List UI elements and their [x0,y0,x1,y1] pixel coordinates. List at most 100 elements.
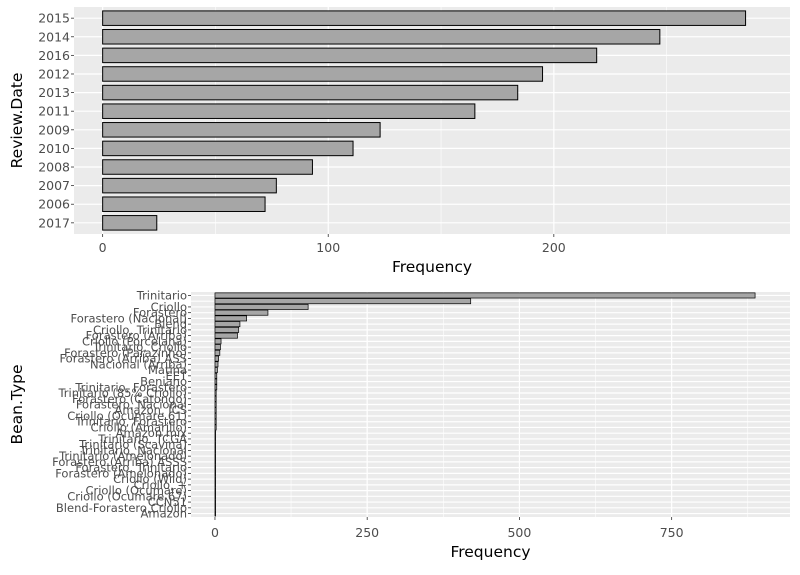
y-tick-label: Criollo (Porcelana) [82,334,187,348]
y-tick-labels: 2015 2014 2016 2012 2013 2011 2009 2010 2008 2007… [38,11,74,230]
y-tick-label: Criollo [151,300,187,314]
bar [214,436,216,442]
bar [214,447,216,454]
bar [102,196,266,212]
y-tick-label: 2015 [38,11,70,26]
y-axis-title: Bean.Type [8,364,26,444]
x-axis-title: Frequency [450,543,530,561]
bar [102,84,519,101]
x-ticks: 0 100 200 [99,234,566,255]
bar [102,159,313,175]
bar [214,378,218,385]
bars [102,10,747,231]
y-tick-label: Criollo, + [134,478,187,492]
y-tick-label: Criollo (Wild) [113,472,187,486]
bar [214,355,219,362]
x-tick-label: 0 [99,240,107,255]
bar [214,349,221,356]
y-tick-label: 2016 [38,48,70,63]
y-tick-label: Forastero [133,306,187,320]
y-tick-label: Trinitario, Forastero [74,415,187,429]
bar [214,499,216,506]
y-tick-label: Trinitario, Nacional [79,443,187,457]
bar [102,10,747,26]
y-tick-label: 2006 [38,197,70,212]
bar [214,321,241,328]
bar [214,309,269,316]
y-tick-label: 2012 [38,66,70,81]
bar [214,372,218,379]
bar [214,510,216,517]
bar [102,66,544,82]
y-tick-label: Criollo (Ocumare 67) [67,489,187,503]
bar [102,29,661,45]
y-tick-label: Forastero (Amelonado) [55,466,187,480]
bar [214,326,240,333]
bar [214,303,309,310]
bars [214,292,756,517]
bar [214,430,216,437]
bar [214,298,472,305]
x-tick-label: 750 [660,525,684,540]
bar [214,470,216,477]
y-tick-label: Trinitario, TCGA [97,432,187,446]
bar [214,332,238,339]
x-tick-label: 200 [542,240,566,255]
y-tick-label: Forastero (Nacional) [71,311,187,325]
y-tick-label: 2007 [38,178,70,193]
y-tick-label: 2017 [38,215,70,230]
bar [214,315,247,322]
y-tick-label: EET [165,369,188,383]
bar [214,390,217,396]
y-tick-label: Trinitario, Forastero [74,380,187,394]
bar [214,481,216,488]
bar [214,361,219,368]
chart-1: 2015 2014 2016 2012 2013 2011 2009 2010 2008 2007… [8,7,790,276]
bar [214,338,222,345]
y-tick-label: 2008 [38,160,70,175]
bar [102,177,277,194]
y-tick-label: Forastero (Catongo) [72,392,187,406]
x-axis-title: Frequency [392,258,472,276]
bar [214,458,216,465]
bar [214,292,756,299]
bar [214,487,216,494]
y-tick-label: Trinitario (Scavina) [78,438,187,452]
bar [102,122,381,138]
y-tick-label: Matina [148,363,187,377]
y-tick-label: Blend-Forastero,Criollo [56,501,187,515]
y-tick-label: Criollo (Ocumare 61) [67,409,187,423]
y-tick-label: Forastero (Parazinho) [64,346,187,360]
x-tick-label: 250 [355,525,379,540]
bar [214,395,217,402]
y-tick-label: Criollo (Amarillo) [90,420,187,434]
y-axis-title: Review.Date [8,73,26,169]
bar [214,384,218,391]
y-tick-label: Amazon mix [116,426,188,440]
y-tick-label: Trinitario [136,288,187,302]
y-tick-label: Trinitario (Amelonado) [58,449,187,463]
x-ticks: 0 250 500 750 [211,517,684,540]
y-tick-label: 2013 [38,85,70,100]
y-tick-label: Forastero (Arriba) ASSS [52,455,187,469]
x-tick-label: 100 [316,240,340,255]
y-tick-label: 2011 [38,104,70,119]
x-tick-label: 500 [507,525,531,540]
y-tick-label: Criollo, Trinitario [93,323,187,337]
bar [102,103,476,119]
y-tick-label: Forastero (Arriba) [86,329,187,343]
bar [214,418,217,425]
bar [214,453,216,460]
y-tick-label: CCN51 [148,495,187,509]
plot-panel [74,7,790,234]
x-tick-label: 0 [211,525,219,540]
y-tick-label: Forastero (Arriba) ASS [59,352,187,366]
y-tick-label: Amazon [141,507,187,521]
y-tick-label: Blend [154,317,187,331]
bar [214,407,217,414]
bar [102,47,598,64]
